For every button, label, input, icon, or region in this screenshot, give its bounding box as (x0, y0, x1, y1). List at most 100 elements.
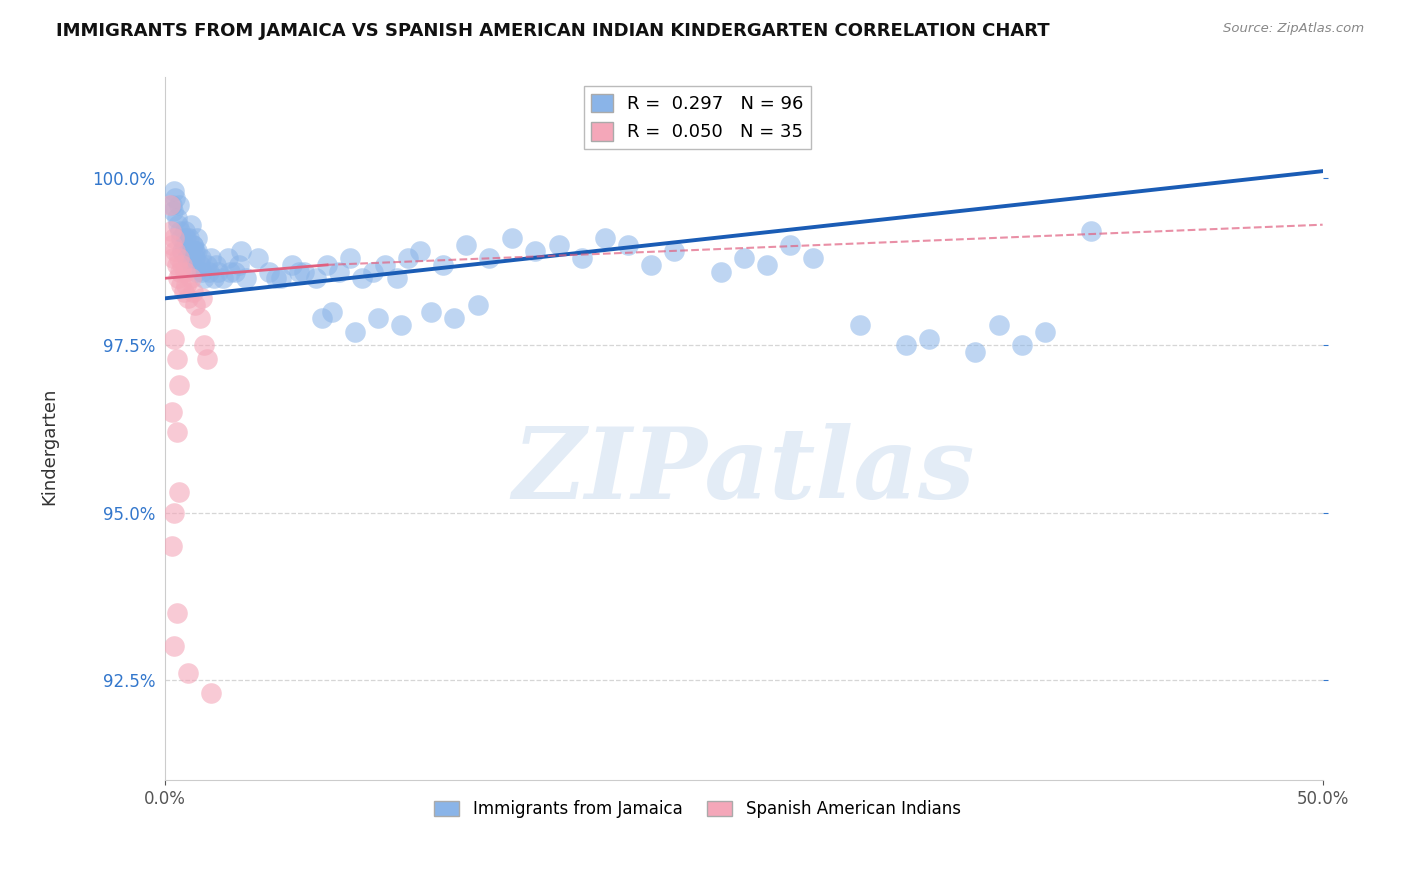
Point (779, 237, 801, 252)
Point (170, 231, 193, 245)
Text: ZIPatlas: ZIPatlas (513, 423, 974, 519)
Point (396, 251, 419, 265)
Point (374, 258, 396, 272)
Point (160, 539, 183, 553)
Point (246, 251, 269, 265)
Text: Source: ZipAtlas.com: Source: ZipAtlas.com (1223, 22, 1364, 36)
Point (190, 251, 212, 265)
Point (173, 237, 195, 252)
Point (181, 237, 204, 252)
Point (166, 258, 188, 272)
Text: IMMIGRANTS FROM JAMAICA VS SPANISH AMERICAN INDIAN KINDERGARTEN CORRELATION CHAR: IMMIGRANTS FROM JAMAICA VS SPANISH AMERI… (56, 22, 1050, 40)
Point (163, 331, 186, 345)
Point (177, 666, 200, 681)
Point (257, 264, 280, 278)
Point (420, 304, 443, 318)
Point (224, 264, 246, 278)
Point (339, 251, 361, 265)
Point (235, 271, 257, 285)
Point (894, 338, 917, 352)
Point (478, 251, 501, 265)
Point (443, 311, 465, 326)
Point (270, 271, 292, 285)
Point (180, 218, 202, 232)
Point (1033, 325, 1056, 339)
Point (801, 251, 824, 265)
Point (160, 405, 183, 419)
Point (193, 338, 215, 352)
Point (160, 237, 183, 252)
Point (200, 251, 222, 265)
Point (166, 425, 188, 440)
Point (207, 264, 229, 278)
Point (167, 485, 190, 500)
Point (174, 231, 197, 245)
Point (965, 344, 987, 359)
Point (176, 251, 198, 265)
Point (166, 271, 188, 285)
Point (184, 251, 207, 265)
Point (163, 184, 186, 198)
Point (166, 211, 188, 225)
Point (177, 244, 200, 259)
Point (166, 351, 188, 366)
Point (547, 237, 569, 252)
Point (987, 318, 1010, 332)
Point (172, 258, 194, 272)
Point (184, 298, 207, 312)
Point (181, 237, 204, 252)
Point (169, 264, 191, 278)
Point (173, 285, 195, 299)
Point (432, 258, 454, 272)
Point (710, 264, 733, 278)
Point (166, 606, 188, 620)
Point (848, 318, 870, 332)
Point (218, 264, 240, 278)
Point (173, 264, 195, 278)
Point (172, 244, 194, 259)
Text: Kindergarten: Kindergarten (41, 387, 58, 505)
Point (163, 231, 186, 245)
Point (183, 244, 205, 259)
Point (193, 271, 215, 285)
Point (733, 251, 755, 265)
Point (363, 264, 385, 278)
Point (217, 251, 239, 265)
Point (167, 378, 190, 392)
Point (304, 271, 326, 285)
Point (180, 258, 202, 272)
Point (454, 237, 477, 252)
Point (918, 331, 941, 345)
Point (593, 231, 616, 245)
Point (169, 224, 191, 238)
Point (1011, 338, 1033, 352)
Point (311, 311, 333, 326)
Point (191, 264, 214, 278)
Point (200, 686, 222, 700)
Point (174, 277, 197, 292)
Point (165, 191, 187, 205)
Point (188, 311, 211, 326)
Point (228, 258, 250, 272)
Point (179, 231, 201, 245)
Point (163, 640, 186, 654)
Point (524, 244, 547, 259)
Point (180, 271, 202, 285)
Point (343, 325, 366, 339)
Point (212, 271, 235, 285)
Point (281, 258, 304, 272)
Point (316, 258, 339, 272)
Point (170, 277, 193, 292)
Point (385, 271, 408, 285)
Point (165, 244, 187, 259)
Point (321, 304, 343, 318)
Point (162, 251, 184, 265)
Point (191, 291, 214, 305)
Point (571, 251, 593, 265)
Point (756, 258, 779, 272)
Point (177, 291, 200, 305)
Point (389, 318, 412, 332)
Point (163, 506, 186, 520)
Point (173, 224, 195, 238)
Point (184, 244, 207, 259)
